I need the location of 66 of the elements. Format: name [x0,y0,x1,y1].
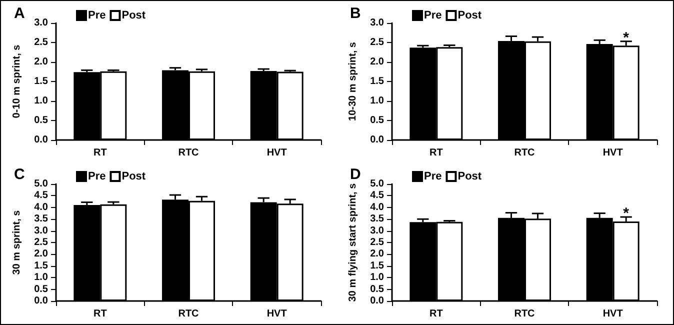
legend-label: Post [122,10,146,22]
legend-label: Pre [424,10,442,22]
y-tick-label: 1.0 [370,96,384,106]
y-tick-label: 2.5 [370,237,384,248]
y-tick-label: 2.0 [370,248,384,260]
y-tick-label: 2.5 [34,237,48,248]
x-tick-label: RTC [514,148,535,158]
chart-title: C [14,166,25,183]
x-tick-label: HVT [266,148,287,158]
x-tick-label: HVT [266,308,287,320]
legend-label: Pre [88,170,106,182]
x-tick-label: RT [429,148,443,158]
y-tick-label: 1.5 [34,260,48,272]
legend-label: Pre [88,10,106,22]
y-tick-label: 2.0 [370,56,384,68]
y-tick-label: 0.5 [34,115,48,126]
annotation: * [623,204,630,222]
y-tick-label: 4.0 [34,202,48,213]
x-tick-label: RTC [178,308,199,320]
y-axis-title: 0-10 m sprint, s [12,44,22,118]
y-tick-label: 3.0 [34,225,48,236]
y-tick-label: 1.0 [34,272,48,284]
y-tick-label: 1.5 [370,76,384,87]
legend-label: Post [122,170,146,182]
x-tick-label: HVT [602,148,623,158]
y-tick-label: 4.5 [370,190,384,202]
y-tick-label: 0.0 [370,296,384,306]
y-tick-label: 5.0 [370,178,384,190]
y-tick-label: 4.0 [370,202,384,213]
y-axis-title: 30 m sprint, s [12,210,22,275]
annotation: * [623,29,630,46]
legend-label: Post [458,170,482,182]
y-axis-title: 10-30 m sprint, s [348,42,358,121]
y-tick-label: 4.5 [34,190,48,202]
y-tick-label: 0.5 [370,115,384,126]
y-tick-label: 3.0 [370,225,384,236]
y-tick-label: 0.5 [370,284,384,295]
y-tick-label: 0.5 [34,284,48,295]
y-tick-label: 3.5 [370,214,384,225]
y-tick-label: 2.0 [34,248,48,260]
y-tick-label: 0.0 [34,134,48,146]
x-tick-label: RTC [514,308,535,320]
y-tick-label: 5.0 [34,178,48,190]
legend-label: Post [458,10,482,22]
y-tick-label: 3.0 [370,18,384,28]
y-axis-title: 30 m flying start sprint, s [348,182,358,302]
chart-title: D [350,166,361,183]
x-tick-label: RTC [178,148,199,158]
y-tick-label: 1.0 [34,96,48,106]
y-tick-label: 3.5 [34,214,48,225]
y-tick-label: 0.0 [370,134,384,146]
legend-label: Pre [424,170,442,182]
chart-title: A [14,5,25,22]
y-tick-label: 2.5 [34,37,48,48]
y-tick-label: 2.5 [370,37,384,48]
x-tick-label: RT [93,148,107,158]
y-tick-label: 2.0 [34,56,48,68]
y-tick-label: 0.0 [34,296,48,306]
x-tick-label: HVT [602,308,623,320]
x-tick-label: RT [429,308,443,320]
y-tick-label: 3.0 [34,18,48,28]
y-tick-label: 1.0 [370,272,384,284]
chart-title: B [350,5,361,22]
y-tick-label: 1.5 [370,260,384,272]
x-tick-label: RT [93,308,107,320]
y-tick-label: 1.5 [34,76,48,87]
